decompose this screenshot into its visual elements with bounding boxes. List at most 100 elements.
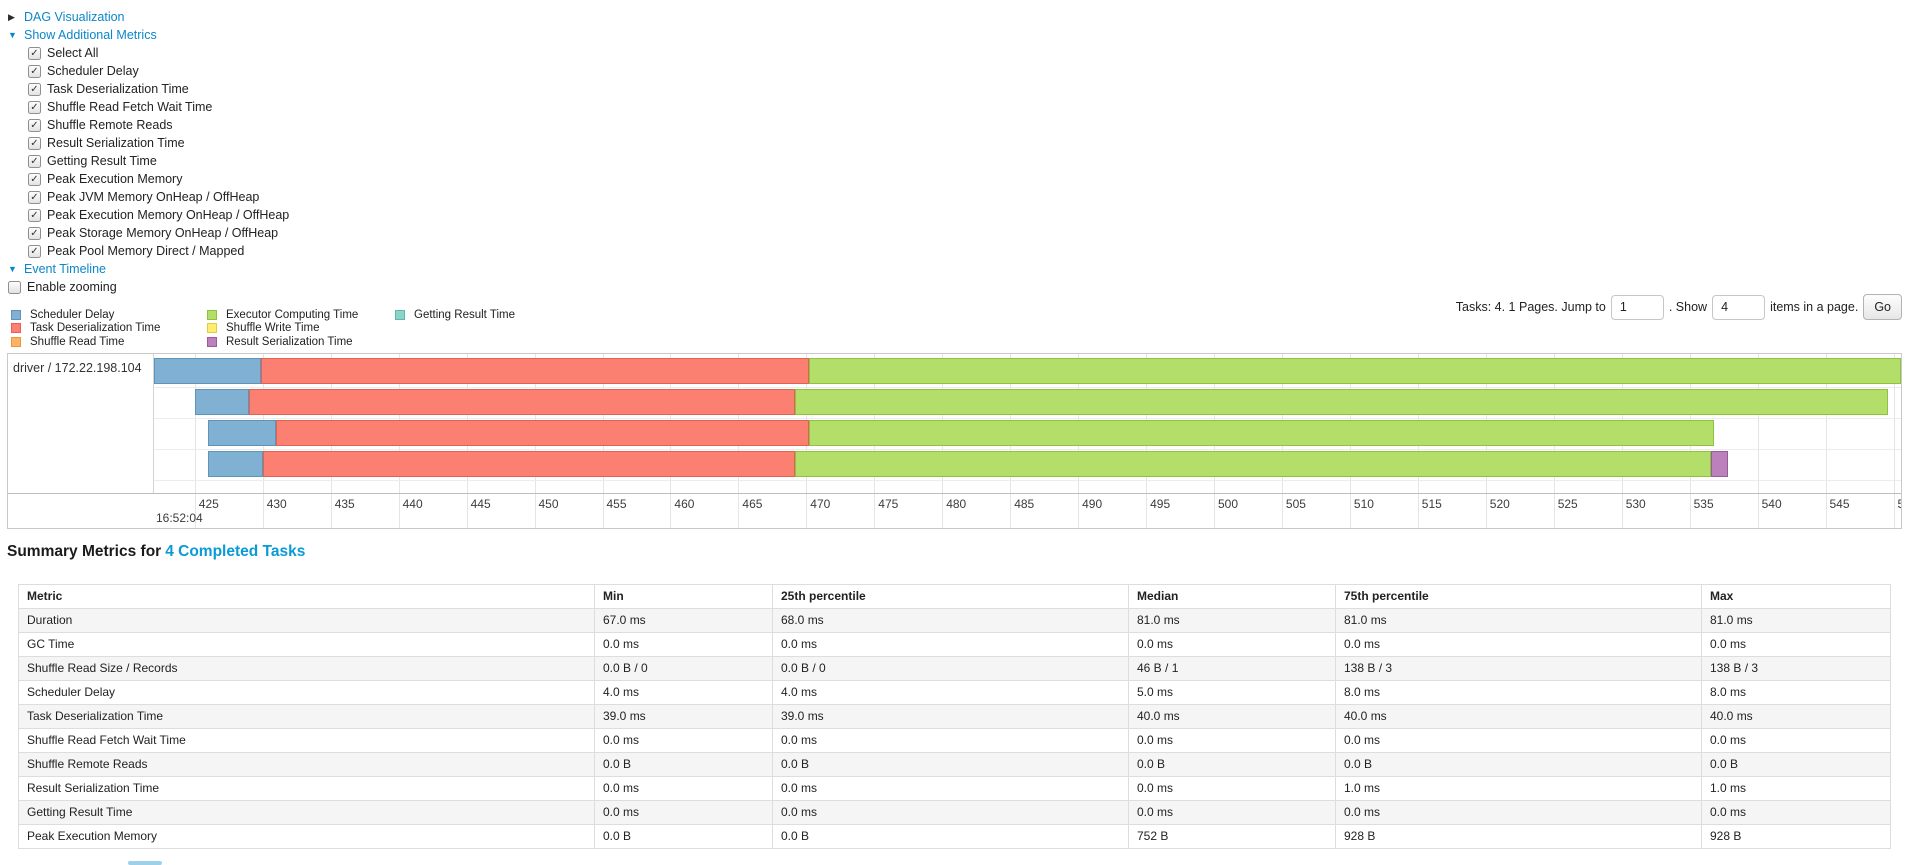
timeline-bar-segment-scheduler-delay	[208, 451, 263, 477]
metric-value-cell: 0.0 B / 0	[772, 656, 1129, 681]
go-button[interactable]: Go	[1863, 294, 1902, 320]
axis-tick-label: 480	[946, 497, 967, 511]
checkbox-icon[interactable]: ✓	[28, 46, 41, 60]
dag-visualization-toggle[interactable]: ▶ DAG Visualization	[8, 8, 289, 26]
metric-name-cell: Result Serialization Time	[18, 776, 595, 801]
metric-checkbox-row[interactable]: ✓ Select All	[28, 44, 289, 62]
timeline-bar-segment-task-deserialization-time	[262, 451, 796, 477]
items-per-page-input[interactable]	[1712, 294, 1766, 320]
checkbox-icon[interactable]: ✓	[28, 82, 41, 96]
metric-value-cell: 68.0 ms	[772, 608, 1129, 633]
checkbox-icon[interactable]: ✓	[28, 172, 41, 186]
metric-checkbox-row[interactable]: ✓ Shuffle Remote Reads	[28, 116, 289, 134]
checkbox-icon[interactable]	[8, 280, 21, 294]
metric-checkbox-row[interactable]: ✓ Result Serialization Time	[28, 134, 289, 152]
metric-value-cell: 0.0 ms	[772, 728, 1129, 753]
pagination-items-text: items in a page.	[1770, 300, 1859, 314]
dag-visualization-link[interactable]: DAG Visualization	[24, 10, 125, 24]
metric-value-cell: 752 B	[1128, 824, 1336, 849]
metric-value-cell: 0.0 ms	[772, 800, 1129, 825]
checkbox-icon[interactable]: ✓	[28, 136, 41, 150]
summary-title-prefix: Summary Metrics for	[7, 543, 162, 560]
row-separator-line	[154, 449, 1901, 450]
column-header-min: Min	[594, 584, 773, 609]
checkbox-icon[interactable]: ✓	[28, 244, 41, 258]
checkbox-label: Result Serialization Time	[47, 136, 185, 150]
legend-swatch-icon	[207, 309, 217, 320]
metric-checkbox-row[interactable]: ✓ Peak Execution Memory	[28, 170, 289, 188]
axis-tick-label: 455	[606, 497, 627, 511]
completed-tasks-link[interactable]: 4 Completed Tasks	[165, 543, 306, 560]
checkbox-icon[interactable]: ✓	[28, 100, 41, 114]
metric-checkbox-row[interactable]: ✓ Task Deserialization Time	[28, 80, 289, 98]
timeline-bar-segment-executor-computing-time	[809, 358, 1901, 384]
metric-checkbox-row[interactable]: ✓ Shuffle Read Fetch Wait Time	[28, 98, 289, 116]
timeline-bar-segment-executor-computing-time	[809, 420, 1715, 446]
metric-value-cell: 81.0 ms	[1335, 608, 1702, 633]
enable-zooming-row[interactable]: Enable zooming	[8, 278, 289, 296]
axis-tick-label: 425	[198, 497, 219, 511]
metric-value-cell: 39.0 ms	[594, 704, 773, 729]
metric-value-cell: 0.0 B / 0	[594, 656, 773, 681]
timeline-bar-segment-scheduler-delay	[208, 420, 277, 446]
timeline-bar-segment-scheduler-delay	[194, 389, 250, 415]
metric-value-cell: 0.0 B	[1335, 752, 1702, 777]
metric-checkbox-row[interactable]: ✓ Scheduler Delay	[28, 62, 289, 80]
metric-value-cell: 0.0 B	[594, 752, 773, 777]
show-additional-metrics-link[interactable]: Show Additional Metrics	[24, 28, 157, 42]
metric-checkbox-row[interactable]: ✓ Peak Storage Memory OnHeap / OffHeap	[28, 224, 289, 242]
legend-swatch-icon	[11, 309, 21, 320]
axis-tick-label: 440	[402, 497, 423, 511]
show-additional-metrics-toggle[interactable]: ▼ Show Additional Metrics	[8, 26, 289, 44]
checkbox-icon[interactable]: ✓	[28, 64, 41, 78]
metric-value-cell: 0.0 B	[1701, 752, 1891, 777]
metric-value-cell: 40.0 ms	[1335, 704, 1702, 729]
column-header-75th-percentile: 75th percentile	[1335, 584, 1702, 609]
table-row: Scheduler Delay 4.0 ms 4.0 ms 5.0 ms 8.0 ms 8…	[18, 680, 1891, 705]
checkbox-icon[interactable]: ✓	[28, 118, 41, 132]
legend-swatch-icon	[207, 336, 217, 347]
legend-label: Result Serialization Time	[226, 335, 353, 348]
metric-value-cell: 0.0 ms	[1128, 632, 1336, 657]
legend-item: Getting Result Time	[395, 308, 515, 322]
timeline-bar-segment-task-deserialization-time	[249, 389, 796, 415]
metric-checkbox-row[interactable]: ✓ Getting Result Time	[28, 152, 289, 170]
axis-tick-label: 510	[1353, 497, 1374, 511]
metric-value-cell: 0.0 B	[1128, 752, 1336, 777]
metric-value-cell: 138 B / 3	[1335, 656, 1702, 681]
checkbox-label: Peak Pool Memory Direct / Mapped	[47, 244, 245, 258]
checkbox-icon[interactable]: ✓	[28, 154, 41, 168]
metric-name-cell: Shuffle Remote Reads	[18, 752, 595, 777]
axis-tick-label: 520	[1489, 497, 1510, 511]
legend-item: Shuffle Write Time	[207, 322, 395, 336]
enable-zooming-label: Enable zooming	[27, 280, 117, 294]
arrow-down-icon: ▼	[8, 30, 17, 40]
checkbox-label: Peak Storage Memory OnHeap / OffHeap	[47, 226, 279, 240]
metrics-checkbox-list: ✓ Select All ✓ Scheduler Delay ✓ Task Deseria…	[28, 44, 289, 260]
metric-value-cell: 39.0 ms	[772, 704, 1129, 729]
event-timeline-link[interactable]: Event Timeline	[24, 262, 106, 276]
legend-column: Executor Computing Time Shuffle Write Tim…	[207, 308, 395, 349]
legend-label: Executor Computing Time	[226, 308, 359, 321]
checkbox-icon[interactable]: ✓	[28, 190, 41, 204]
checkbox-icon[interactable]: ✓	[28, 226, 41, 240]
checkbox-icon[interactable]: ✓	[28, 208, 41, 222]
metric-value-cell: 67.0 ms	[594, 608, 773, 633]
jump-to-page-input[interactable]	[1610, 294, 1664, 320]
checkbox-label: Task Deserialization Time	[47, 82, 189, 96]
metric-value-cell: 0.0 ms	[594, 728, 773, 753]
event-timeline-toggle[interactable]: ▼ Event Timeline	[8, 260, 289, 278]
metric-checkbox-row[interactable]: ✓ Peak Pool Memory Direct / Mapped	[28, 242, 289, 260]
pagination-show-text: . Show	[1668, 300, 1708, 314]
legend-item: Executor Computing Time	[207, 308, 395, 322]
axis-gridline	[1757, 354, 1759, 528]
metric-value-cell: 1.0 ms	[1335, 776, 1702, 801]
metric-checkbox-row[interactable]: ✓ Peak JVM Memory OnHeap / OffHeap	[28, 188, 289, 206]
axis-tick-label: 535	[1693, 497, 1714, 511]
timeline-bar-segment-executor-computing-time	[795, 389, 1888, 415]
row-separator-line	[8, 387, 1901, 388]
event-timeline-chart: driver / 172.22.198.104 16:52:04 425 430 4…	[7, 353, 1902, 529]
metric-checkbox-row[interactable]: ✓ Peak Execution Memory OnHeap / OffHeap	[28, 206, 289, 224]
metric-name-cell: Task Deserialization Time	[18, 704, 595, 729]
axis-tick-label: 445	[470, 497, 491, 511]
